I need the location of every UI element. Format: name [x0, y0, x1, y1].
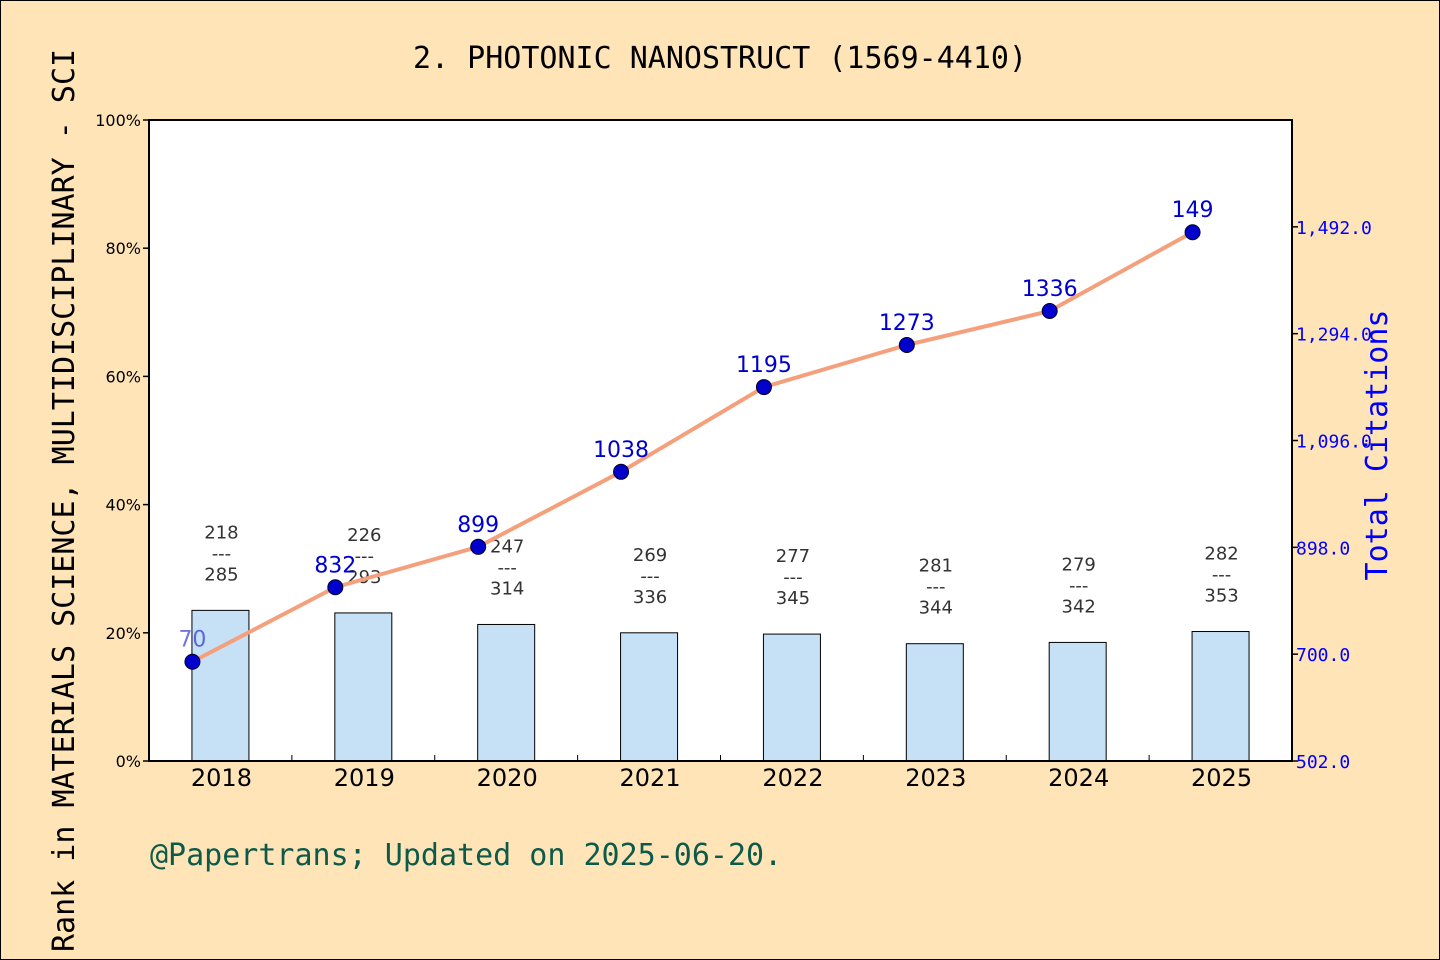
rank-total-2024: 342: [1062, 596, 1096, 617]
x-tick-label-2024: 2024: [1048, 764, 1109, 792]
x-tick-label-2020: 2020: [477, 764, 538, 792]
x-tick-label-2018: 2018: [191, 764, 252, 792]
bar-2025: [1191, 631, 1250, 762]
rank-label-2025: 282: [1204, 544, 1238, 565]
citation-points-layer: [184, 224, 1201, 670]
x-tick-label-2023: 2023: [905, 764, 966, 792]
rank-total-2020: 314: [490, 578, 524, 599]
rank-separator-2018: ---: [212, 543, 232, 564]
citation-label-2019: 832: [314, 553, 356, 578]
citation-point-2025: [1184, 224, 1201, 241]
right-axis-label: Total Citations: [1360, 310, 1395, 581]
rank-total-2023: 344: [919, 598, 953, 619]
rank-separator-2022: ---: [783, 567, 803, 588]
left-axis: 0% 20% 40% 60% 80% 100%: [95, 111, 149, 771]
rank-total-2021: 336: [633, 587, 667, 608]
citation-labels-layer: 70 832 899 1038 1195 1273 1336 149: [178, 198, 1213, 652]
rank-total-2018: 285: [204, 564, 238, 585]
citation-label-2025: 149: [1172, 198, 1214, 223]
citation-label-2022: 1195: [736, 353, 792, 378]
x-tick-label-2025: 2025: [1191, 764, 1252, 792]
bar-2020: [477, 623, 536, 762]
citation-label-2023: 1273: [879, 311, 935, 336]
x-tick-label-2022: 2022: [762, 764, 823, 792]
citation-point-2024: [1041, 303, 1058, 320]
rank-label-2023: 281: [919, 556, 953, 577]
citation-point-2020: [470, 538, 487, 555]
footer-updated-note: @Papertrans; Updated on 2025-06-20.: [150, 838, 782, 873]
bar-2023: [905, 643, 964, 762]
right-axis: 502.0 700.0 898.0 1,096.0 1,294.0 1,492.0: [1292, 218, 1372, 773]
citation-label-2024: 1336: [1022, 277, 1078, 302]
rank-separator-2021: ---: [640, 566, 660, 587]
left-tick-label: 20%: [105, 624, 141, 643]
x-tick-label-2021: 2021: [620, 764, 681, 792]
citations-line-layer: [191, 230, 1194, 664]
right-tick-label: 502.0: [1296, 752, 1350, 773]
right-tick-label: 1,294.0: [1296, 325, 1372, 346]
left-tick-label: 40%: [105, 496, 141, 515]
plot-area: [149, 120, 1292, 761]
rank-separator-2025: ---: [1212, 565, 1232, 586]
x-axis: 2018 2019 2020 2021 2022 2023 2024 2025: [148, 755, 1293, 792]
rank-label-2022: 277: [776, 546, 810, 567]
left-tick-label: 60%: [105, 367, 141, 386]
rank-label-2019: 226: [347, 525, 381, 546]
rank-total-2022: 345: [776, 588, 810, 609]
rank-label-2024: 279: [1062, 554, 1096, 575]
citation-point-2021: [613, 463, 630, 480]
chart-title: 2. PHOTONIC NANOSTRUCT (1569-4410): [413, 41, 1027, 76]
x-tick-label-2019: 2019: [334, 764, 395, 792]
left-tick-label: 100%: [95, 111, 141, 130]
rank-label-2021: 269: [633, 545, 667, 566]
rank-separator-2020: ---: [497, 557, 517, 578]
rank-total-2025: 353: [1204, 586, 1238, 607]
left-tick-label: 80%: [105, 239, 141, 258]
rank-separator-2019: ---: [355, 546, 375, 567]
right-tick-label: 898.0: [1296, 538, 1350, 559]
citation-point-2018: [184, 653, 201, 670]
citation-point-2023: [898, 336, 915, 353]
right-tick-label: 1,492.0: [1296, 218, 1372, 239]
right-tick-label: 700.0: [1296, 645, 1350, 666]
rank-label-2018: 218: [204, 522, 238, 543]
right-tick-label: 1,096.0: [1296, 432, 1372, 453]
bar-2019: [334, 612, 393, 762]
citation-label-2021: 1038: [593, 438, 649, 463]
citation-label-2018: 70: [178, 628, 206, 653]
citation-point-2019: [327, 579, 344, 596]
rank-label-2020: 247: [490, 536, 524, 557]
left-tick-label: 0%: [116, 752, 141, 771]
citation-label-2020: 899: [457, 513, 499, 538]
rank-labels-layer: 218---285226---293247---314269---336277-…: [204, 522, 1238, 618]
rank-separator-2023: ---: [926, 577, 946, 598]
citation-point-2022: [755, 379, 772, 396]
citations-line: [191, 230, 1194, 664]
bar-2024: [1048, 641, 1107, 762]
rank-separator-2024: ---: [1069, 575, 1089, 596]
bar-2022: [762, 633, 821, 762]
bar-2021: [620, 632, 679, 762]
left-axis-label: Rank in MATERIALS SCIENCE, MULTIDISCIPLI…: [47, 49, 82, 952]
